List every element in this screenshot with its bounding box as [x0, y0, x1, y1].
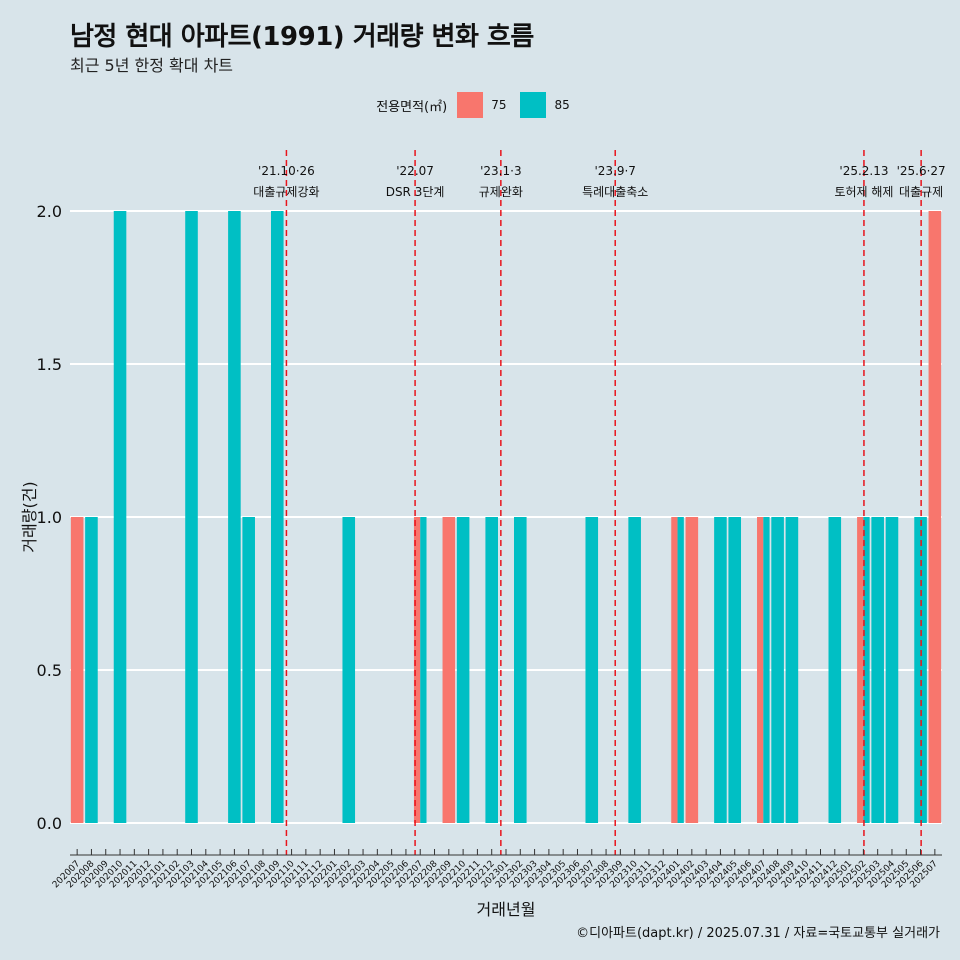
- event-date-label: '23.1·3: [480, 164, 521, 178]
- bar-202405-85: [728, 517, 742, 823]
- bar-202412-85: [828, 517, 842, 823]
- source-caption: ©디아파트(dapt.kr) / 2025.07.31 / 자료=국토교통부 실…: [576, 926, 940, 941]
- grid-lines: [70, 210, 942, 824]
- bar-202404-85: [714, 517, 727, 823]
- legend-label-85: 85: [554, 98, 570, 112]
- bar-202007-75: [70, 517, 84, 823]
- bar-202202-85: [342, 517, 356, 823]
- event-text-label: 특례대출축소: [582, 185, 648, 199]
- bar-202207-85: [420, 517, 427, 823]
- y-tick-label: 1.5: [37, 355, 62, 374]
- event-text-label: DSR 3단계: [386, 185, 445, 199]
- legend-swatch-75: [457, 92, 484, 118]
- event-date-label: '21.10·26: [258, 164, 315, 178]
- bar-202109-85: [270, 211, 284, 823]
- y-tick-label: 1.0: [37, 508, 62, 527]
- bar-202502-75: [857, 517, 864, 823]
- bar-202302-85: [514, 517, 527, 823]
- event-date-label: '23.9·7: [594, 164, 635, 178]
- event-date-label: '25.6·27: [897, 164, 946, 178]
- events-layer: '21.10·26 대출규제강화 '22.07 DSR 3단계 '23.1·3 규제완화 '…: [253, 150, 946, 855]
- bar-202407-85: [763, 517, 770, 823]
- legend-item-85: 85: [520, 92, 570, 118]
- legend-title: 전용면적(㎡): [376, 99, 448, 115]
- bar-202212-85: [485, 517, 498, 823]
- chart-subtitle: 최근 5년 한정 확대 차트: [70, 56, 234, 75]
- bar-202010-85: [113, 211, 127, 823]
- y-tick-label: 0.5: [37, 661, 62, 680]
- event-text-label: 대출규제: [899, 185, 943, 199]
- legend-label-75: 75: [491, 98, 507, 112]
- bar-202008-85: [85, 517, 98, 823]
- bar-202207-75: [413, 517, 421, 823]
- bar-202502-85: [863, 517, 870, 823]
- chart-title: 남정 현대 아파트(1991) 거래량 변화 흐름: [70, 22, 534, 52]
- bar-202401-85: [677, 517, 684, 823]
- bar-202103-85: [185, 211, 198, 823]
- event-text-label: 규제완화: [479, 185, 523, 199]
- bar-202409-85: [785, 517, 799, 823]
- legend-item-75: 75: [457, 92, 506, 118]
- axes-layer: 0.00.51.01.52.02020072020082020092020102…: [37, 202, 942, 890]
- y-tick-label: 0.0: [37, 814, 62, 833]
- x-axis-title: 거래년월: [477, 900, 536, 919]
- legend: 전용면적(㎡) 75 85: [0, 92, 960, 118]
- event-text-label: 토허제 해제: [834, 185, 893, 199]
- bar-202503-85: [871, 517, 884, 823]
- bar-202307-85: [585, 517, 599, 823]
- bar-202210-85: [456, 517, 470, 823]
- event-date-label: '22.07: [396, 164, 434, 178]
- event-date-label: '25.2.13: [839, 164, 888, 178]
- bar-202209-75: [442, 517, 456, 823]
- bar-202408-85: [771, 517, 784, 823]
- bar-202107-85: [242, 517, 255, 823]
- bar-202402-75: [685, 517, 699, 823]
- y-axis-title: 거래량(건): [20, 481, 39, 552]
- bar-202507-75: [928, 211, 942, 823]
- event-text-label: 대출규제강화: [253, 185, 319, 199]
- bar-202407-75: [757, 517, 764, 823]
- bar-202310-85: [628, 517, 641, 823]
- y-tick-label: 2.0: [37, 202, 62, 221]
- bar-202504-85: [885, 517, 899, 823]
- legend-swatch-85: [520, 92, 547, 118]
- bar-202106-85: [228, 211, 241, 823]
- bar-202401-75: [671, 517, 678, 823]
